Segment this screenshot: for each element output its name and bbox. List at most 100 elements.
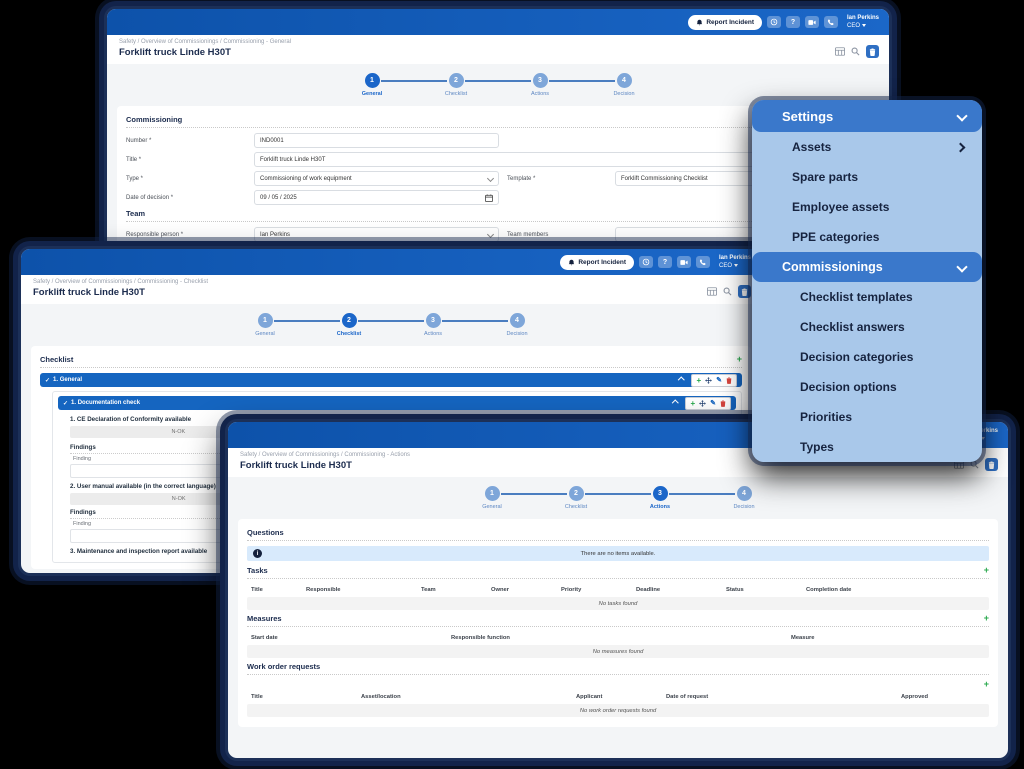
menu-item-label: Decision categories bbox=[800, 350, 914, 364]
step-decision[interactable]: 4 Decision bbox=[475, 313, 559, 337]
breadcrumb[interactable]: Safety / Overview of Commissionings / Co… bbox=[119, 39, 292, 45]
menu-item-checklist-answers[interactable]: Checklist answers bbox=[752, 312, 982, 342]
clock-icon[interactable] bbox=[766, 16, 781, 28]
delete-button[interactable] bbox=[738, 285, 751, 298]
menu-item-decision-categories[interactable]: Decision categories bbox=[752, 342, 982, 372]
step-general[interactable]: 1 General bbox=[223, 313, 340, 337]
user-role: CEO bbox=[847, 22, 879, 30]
help-icon[interactable]: ? bbox=[785, 16, 800, 28]
add-task-icon[interactable]: + bbox=[983, 565, 989, 575]
step-checklist[interactable]: 2 Checklist bbox=[307, 313, 424, 337]
page-title: Forklift truck Linde H30T bbox=[240, 460, 352, 471]
chevron-down-icon bbox=[956, 110, 968, 122]
work-orders-empty-row: No work order requests found bbox=[247, 704, 989, 717]
step-general[interactable]: 1 General bbox=[330, 73, 447, 97]
menu-item-employee-assets[interactable]: Employee assets bbox=[752, 192, 982, 222]
phone-icon[interactable] bbox=[823, 16, 838, 28]
team-members-label: Team members bbox=[507, 231, 549, 238]
number-field[interactable]: IND0001 bbox=[254, 133, 499, 148]
section-heading-commissioning: Commissioning bbox=[126, 115, 870, 128]
report-incident-button[interactable]: Report Incident bbox=[688, 14, 762, 30]
settings-menu-header[interactable]: Settings bbox=[752, 100, 982, 132]
work-orders-table-header: Title Asset/location Applicant Date of r… bbox=[251, 694, 929, 700]
video-icon[interactable] bbox=[804, 16, 819, 28]
add-group-icon[interactable]: + bbox=[736, 354, 742, 364]
settings-menu: Settings Assets Spare parts Employee ass… bbox=[752, 100, 982, 462]
checklist-subgroup-bar[interactable]: ✓ 1. Documentation check + ✎ bbox=[58, 396, 736, 410]
title-field[interactable]: Forklift truck Linde H30T bbox=[254, 152, 870, 167]
table-view-icon[interactable] bbox=[707, 287, 717, 296]
menu-item-label: Types bbox=[800, 440, 834, 454]
move-icon[interactable] bbox=[699, 399, 706, 407]
header-actions bbox=[954, 458, 998, 471]
trash-icon[interactable] bbox=[720, 400, 726, 407]
menu-item-assets[interactable]: Assets bbox=[752, 132, 982, 162]
breadcrumb[interactable]: Safety / Overview of Commissionings / Co… bbox=[33, 279, 209, 285]
add-work-order-icon[interactable]: + bbox=[983, 679, 989, 689]
bell-icon bbox=[696, 19, 703, 26]
date-of-decision-field[interactable]: 09 / 05 / 2025 bbox=[254, 190, 499, 205]
step-checklist[interactable]: 2 Checklist bbox=[414, 73, 531, 97]
user-menu[interactable]: Ian Perkins CEO bbox=[719, 254, 751, 270]
menu-item-checklist-templates[interactable]: Checklist templates bbox=[752, 282, 982, 312]
info-icon: i bbox=[253, 549, 262, 558]
page-header: Safety / Overview of Commissionings / Co… bbox=[228, 448, 1008, 477]
delete-button[interactable] bbox=[985, 458, 998, 471]
tasks-table-header: Title Responsible Team Owner Priority De… bbox=[251, 587, 852, 593]
type-select[interactable]: Commissioning of work equipment bbox=[254, 171, 499, 186]
edit-icon[interactable]: ✎ bbox=[710, 400, 716, 407]
step-general[interactable]: 1 General bbox=[450, 486, 567, 510]
help-icon[interactable]: ? bbox=[657, 256, 672, 268]
breadcrumb[interactable]: Safety / Overview of Commissionings / Co… bbox=[240, 452, 411, 458]
stepper-band: 1 General 2 Checklist 3 Actions 4 Decision bbox=[228, 477, 1008, 515]
menu-item-commissionings[interactable]: Commissionings bbox=[752, 252, 982, 282]
step-actions[interactable]: 3 Actions bbox=[391, 313, 508, 337]
menu-item-types[interactable]: Types bbox=[752, 432, 982, 462]
phone-icon[interactable] bbox=[695, 256, 710, 268]
step-checklist[interactable]: 2 Checklist bbox=[534, 486, 651, 510]
clock-icon[interactable] bbox=[638, 256, 653, 268]
chevron-up-icon[interactable] bbox=[678, 376, 685, 384]
finding-label: Finding bbox=[73, 521, 92, 527]
caret-down-icon bbox=[981, 437, 985, 440]
video-icon[interactable] bbox=[676, 256, 691, 268]
section-heading-tasks: Tasks + bbox=[247, 566, 989, 579]
delete-button[interactable] bbox=[866, 45, 879, 58]
trash-icon[interactable] bbox=[726, 377, 732, 384]
step-decision[interactable]: 4 Decision bbox=[702, 486, 786, 510]
user-menu[interactable]: Ian Perkins CEO bbox=[847, 14, 879, 30]
stepper-band: 1 General 2 Checklist 3 Actions 4 Decision bbox=[107, 64, 889, 102]
section-heading-team: Team bbox=[126, 209, 870, 222]
checklist-group-bar[interactable]: ✓ 1. General + ✎ bbox=[40, 373, 742, 387]
menu-item-ppe-categories[interactable]: PPE categories bbox=[752, 222, 982, 252]
report-incident-button[interactable]: Report Incident bbox=[560, 254, 634, 270]
app-topbar: Report Incident ? Ian Perkins CEO bbox=[21, 249, 761, 275]
move-icon[interactable] bbox=[705, 376, 712, 384]
report-incident-label: Report Incident bbox=[578, 258, 626, 266]
step-actions[interactable]: 3 Actions bbox=[498, 73, 615, 97]
menu-item-spare-parts[interactable]: Spare parts bbox=[752, 162, 982, 192]
menu-item-priorities[interactable]: Priorities bbox=[752, 402, 982, 432]
app-topbar: Report Incident ? Ian Perkins CEO bbox=[107, 9, 889, 35]
questions-empty-text: There are no items available. bbox=[580, 550, 656, 557]
add-icon[interactable]: + bbox=[696, 375, 702, 385]
menu-item-decision-options[interactable]: Decision options bbox=[752, 372, 982, 402]
menu-item-label: Spare parts bbox=[792, 170, 859, 184]
search-icon[interactable] bbox=[723, 287, 732, 296]
step-decision[interactable]: 4 Decision bbox=[582, 73, 666, 97]
chevron-up-icon[interactable] bbox=[672, 399, 679, 407]
add-measure-icon[interactable]: + bbox=[983, 613, 989, 623]
question-2: 2. User manual available (in the correct… bbox=[70, 483, 216, 490]
search-icon[interactable] bbox=[851, 47, 860, 56]
menu-item-label: Priorities bbox=[800, 410, 853, 424]
subgroup-toolbox: + ✎ bbox=[685, 396, 731, 410]
stepper: 1 General 2 Checklist 3 Actions 4 Decision bbox=[107, 73, 889, 97]
edit-icon[interactable]: ✎ bbox=[716, 377, 722, 384]
caret-down-icon bbox=[734, 264, 738, 267]
step-actions[interactable]: 3 Actions bbox=[618, 486, 735, 510]
responsible-person-select[interactable]: Ian Perkins bbox=[254, 227, 499, 242]
add-icon[interactable]: + bbox=[690, 398, 696, 408]
page-header: Safety / Overview of Commissionings / Co… bbox=[107, 35, 889, 64]
table-view-icon[interactable] bbox=[835, 47, 845, 56]
check-icon: ✓ bbox=[63, 400, 69, 407]
